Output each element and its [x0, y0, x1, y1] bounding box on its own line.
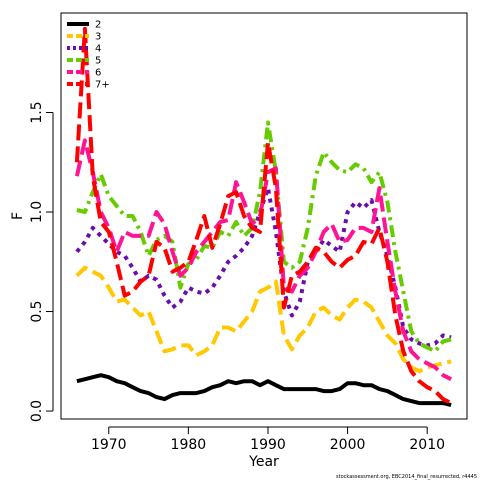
x-axis-label: Year — [248, 454, 279, 470]
y-tick-label: 1.0 — [29, 201, 45, 223]
legend-label: 5 — [95, 56, 101, 67]
series-line-6 — [74, 26, 452, 405]
legend-label: 4 — [95, 44, 101, 55]
series-line-1 — [76, 373, 452, 408]
x-tick-label: 1990 — [250, 437, 286, 453]
x-tick-label: 1970 — [91, 437, 127, 453]
y-tick-label: 0.5 — [29, 300, 45, 322]
y-tick-label: 1.5 — [29, 101, 45, 123]
series-line-4 — [76, 120, 452, 354]
footer-credit: stockassessment.org, EBC2014_final_resur… — [336, 474, 477, 480]
x-tick-label: 1980 — [171, 437, 207, 453]
y-axis-label: F — [10, 212, 26, 220]
legend-label: 7+ — [95, 80, 110, 91]
legend-label: 2 — [95, 20, 101, 31]
legend-label: 3 — [95, 32, 101, 43]
series-line-2 — [75, 265, 452, 374]
x-tick-label: 2000 — [330, 437, 366, 453]
legend-label: 6 — [95, 68, 101, 79]
series-layer — [74, 26, 452, 408]
y-tick-label: 0.0 — [29, 400, 45, 422]
plot-frame — [60, 12, 468, 420]
axes-layer: 1970 1980 1990 2000 2010 0.0 0.5 1.0 1.5 — [29, 101, 445, 453]
x-tick-label: 2010 — [409, 437, 445, 453]
